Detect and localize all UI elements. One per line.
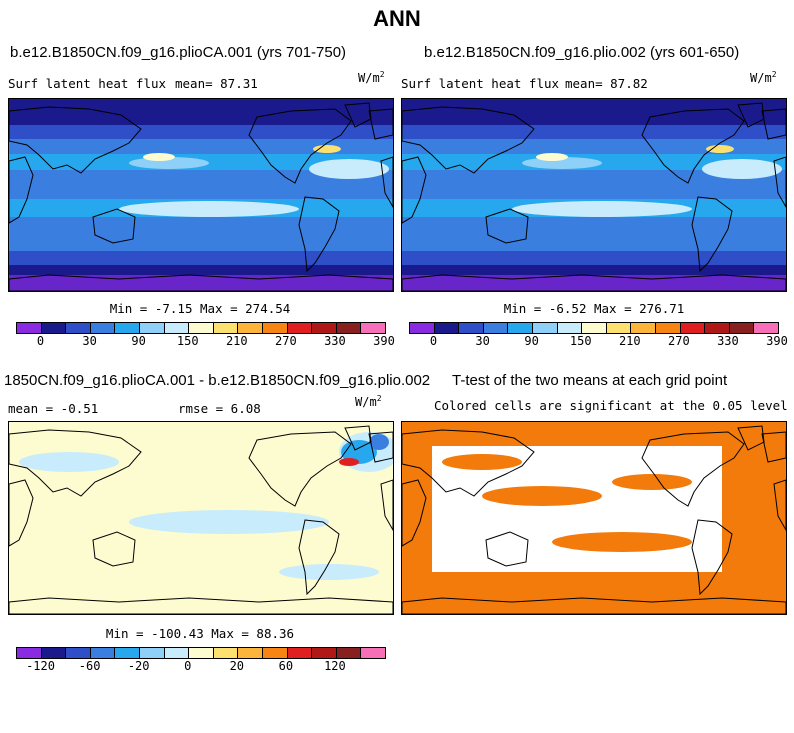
- panel3-colorbar: [16, 647, 386, 659]
- panel4-map: [401, 421, 787, 615]
- colorbar-swatch: [262, 648, 288, 658]
- colorbar-tick-label: -20: [127, 659, 150, 673]
- colorbar-swatch: [754, 323, 778, 333]
- colorbar-swatch: [164, 323, 190, 333]
- colorbar-swatch: [66, 648, 91, 658]
- panel2-mean: mean= 87.82: [565, 76, 648, 91]
- colorbar-tick-label: 0: [184, 659, 192, 673]
- colorbar-swatch: [238, 648, 263, 658]
- colorbar-tick-label: 20: [229, 659, 245, 673]
- colorbar-tick-label: 0: [36, 334, 45, 348]
- panel2-map: [401, 98, 787, 292]
- panel1-variable-label: Surf latent heat flux: [8, 76, 167, 91]
- colorbar-swatch: [582, 323, 607, 333]
- colorbar-swatch: [287, 648, 313, 658]
- colorbar-swatch: [336, 648, 362, 658]
- colorbar-swatch: [336, 323, 362, 333]
- panel1-minmax: Min = -7.15 Max = 274.54: [109, 301, 291, 316]
- colorbar-tick-label: 30: [475, 334, 490, 348]
- colorbar-swatch: [312, 323, 337, 333]
- colorbar-tick-label: 60: [278, 659, 294, 673]
- panel1-units: W/m2: [358, 70, 385, 85]
- main-title: ANN: [373, 6, 421, 31]
- colorbar-swatch: [139, 648, 165, 658]
- colorbar-swatch: [17, 323, 42, 333]
- panel4-map-svg: [402, 422, 786, 614]
- colorbar-swatch: [213, 648, 239, 658]
- panel4-subtitle: Colored cells are significant at the 0.0…: [434, 398, 788, 413]
- panel3-title: 1850CN.f09_g16.plioCA.001 - b.e12.B1850C…: [4, 372, 431, 389]
- colorbar-swatch: [361, 323, 385, 333]
- panel3-mean: mean = -0.51: [8, 401, 99, 416]
- colorbar-tick-label: 390: [766, 334, 788, 348]
- panel1-map-svg: [9, 99, 393, 291]
- panel3-minmax: Min = -100.43 Max = 88.36: [105, 626, 295, 641]
- colorbar-tick-label: 330: [324, 334, 346, 348]
- colorbar-swatch: [532, 323, 558, 333]
- colorbar-tick-label: 150: [569, 334, 592, 348]
- panel1-title: b.e12.B1850CN.f09_g16.plioCA.001 (yrs 70…: [10, 44, 347, 61]
- colorbar-swatch: [483, 323, 509, 333]
- colorbar-tick-label: -120: [26, 659, 55, 673]
- colorbar-tick-label: 90: [524, 334, 539, 348]
- colorbar-swatch: [705, 323, 730, 333]
- colorbar-swatch: [262, 323, 288, 333]
- colorbar-tick-label: -60: [78, 659, 101, 673]
- colorbar-tick-label: 30: [82, 334, 97, 348]
- colorbar-swatch: [631, 323, 656, 333]
- colorbar-swatch: [410, 323, 435, 333]
- colorbar-swatch: [606, 323, 632, 333]
- panel2-units: W/m2: [750, 70, 777, 85]
- colorbar-swatch: [434, 323, 460, 333]
- colorbar-swatch: [115, 323, 140, 333]
- colorbar-swatch: [238, 323, 263, 333]
- colorbar-tick-label: 270: [668, 334, 690, 348]
- colorbar-swatch: [312, 648, 337, 658]
- panel2-map-svg: [402, 99, 786, 291]
- colorbar-swatch: [189, 648, 214, 658]
- colorbar-swatch: [508, 323, 533, 333]
- colorbar-swatch: [213, 323, 239, 333]
- panel1-colorbar: [16, 322, 386, 334]
- colorbar-tick-label: 150: [176, 334, 199, 348]
- panel3-units: W/m2: [355, 394, 382, 409]
- colorbar-tick-label: 210: [618, 334, 641, 348]
- colorbar-tick-label: 120: [324, 659, 346, 673]
- colorbar-swatch: [115, 648, 140, 658]
- panel1-map: [8, 98, 394, 292]
- colorbar-tick-label: 210: [225, 334, 248, 348]
- colorbar-swatch: [680, 323, 706, 333]
- colorbar-swatch: [459, 323, 484, 333]
- panel3-map-svg: [9, 422, 393, 614]
- colorbar-swatch: [41, 323, 67, 333]
- panel2-variable-label: Surf latent heat flux: [401, 76, 560, 91]
- colorbar-tick-label: 390: [373, 334, 395, 348]
- colorbar-swatch: [729, 323, 755, 333]
- colorbar-swatch: [139, 323, 165, 333]
- colorbar-tick-label: 330: [717, 334, 739, 348]
- colorbar-swatch: [655, 323, 681, 333]
- colorbar-swatch: [189, 323, 214, 333]
- colorbar-tick-label: 90: [131, 334, 146, 348]
- colorbar-tick-label: 0: [429, 334, 438, 348]
- panel3-map: [8, 421, 394, 615]
- colorbar-swatch: [17, 648, 42, 658]
- colorbar-swatch: [557, 323, 583, 333]
- panel2-minmax: Min = -6.52 Max = 276.71: [503, 301, 685, 316]
- colorbar-tick-label: 270: [275, 334, 297, 348]
- colorbar-swatch: [66, 323, 91, 333]
- panel4-title: T-test of the two means at each grid poi…: [452, 372, 728, 389]
- colorbar-swatch: [361, 648, 385, 658]
- colorbar-swatch: [90, 323, 116, 333]
- colorbar-swatch: [41, 648, 67, 658]
- panel2-colorbar: [409, 322, 779, 334]
- panel1-mean: mean= 87.31: [175, 76, 258, 91]
- panel2-title: b.e12.B1850CN.f09_g16.plio.002 (yrs 601-…: [424, 44, 740, 61]
- colorbar-swatch: [287, 323, 313, 333]
- colorbar-swatch: [90, 648, 116, 658]
- colorbar-swatch: [164, 648, 190, 658]
- panel3-rmse: rmse = 6.08: [178, 401, 261, 416]
